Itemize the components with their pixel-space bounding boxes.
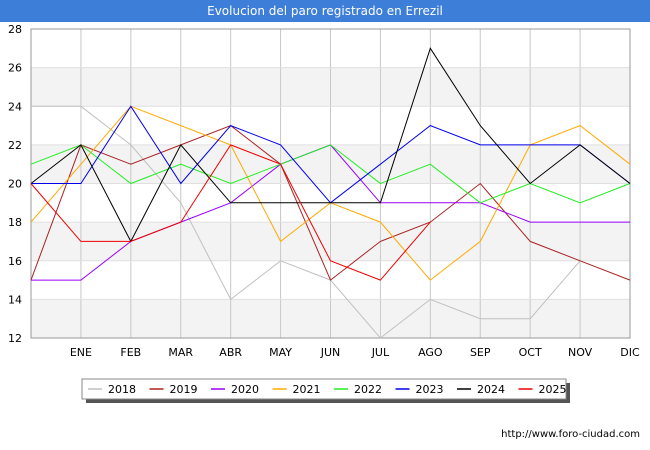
series-line-2018: [31, 105, 581, 339]
source-link[interactable]: http://www.foro-ciudad.com: [501, 429, 640, 440]
legend-label-2023: 2023: [416, 383, 444, 396]
y-tick-label: 24: [8, 100, 22, 113]
x-tick-label: FEB: [120, 346, 141, 359]
y-axis-ticks: 12 14 16 18 20 22 24 26 28: [8, 23, 22, 345]
legend: 2018 2019 2020 2021 2022 2023 2024 2025: [81, 378, 570, 403]
legend-label-2025: 2025: [539, 383, 567, 396]
y-tick-label: 20: [8, 178, 22, 191]
x-tick-label: JUL: [371, 346, 390, 359]
x-axis-ticks: ENE FEB MAR ABR MAY JUN JUL AGO SEP OCT NOV DIC: [70, 346, 640, 359]
y-tick-label: 28: [8, 23, 22, 36]
series-line-2019: [30, 125, 631, 281]
legend-label-2019: 2019: [170, 383, 198, 396]
x-tick-label: MAR: [168, 346, 193, 359]
legend-label-2020: 2020: [231, 383, 259, 396]
x-tick-label: AGO: [418, 346, 443, 359]
y-tick-label: 14: [8, 293, 22, 306]
y-tick-label: 16: [8, 255, 22, 268]
series-layer: [30, 47, 631, 339]
chart-title: Evolucion del paro registrado en Errezil: [0, 0, 650, 22]
x-tick-label: NOV: [568, 346, 593, 359]
legend-label-2018: 2018: [108, 383, 136, 396]
legend-label-2022: 2022: [354, 383, 382, 396]
x-tick-label: OCT: [519, 346, 542, 359]
x-tick-label: DIC: [620, 346, 640, 359]
x-tick-label: JUN: [320, 346, 341, 359]
legend-box: [81, 378, 567, 400]
y-tick-label: 12: [8, 332, 22, 345]
y-tick-label: 26: [8, 62, 22, 75]
x-tick-label: MAY: [269, 346, 292, 359]
legend-label-2021: 2021: [293, 383, 321, 396]
legend-label-2024: 2024: [477, 383, 505, 396]
x-tick-label: SEP: [470, 346, 491, 359]
x-tick-label: ABR: [219, 346, 242, 359]
x-tick-label: ENE: [70, 346, 92, 359]
y-tick-label: 18: [8, 216, 22, 229]
y-tick-label: 22: [8, 139, 22, 152]
series-line-2025: [30, 144, 431, 281]
